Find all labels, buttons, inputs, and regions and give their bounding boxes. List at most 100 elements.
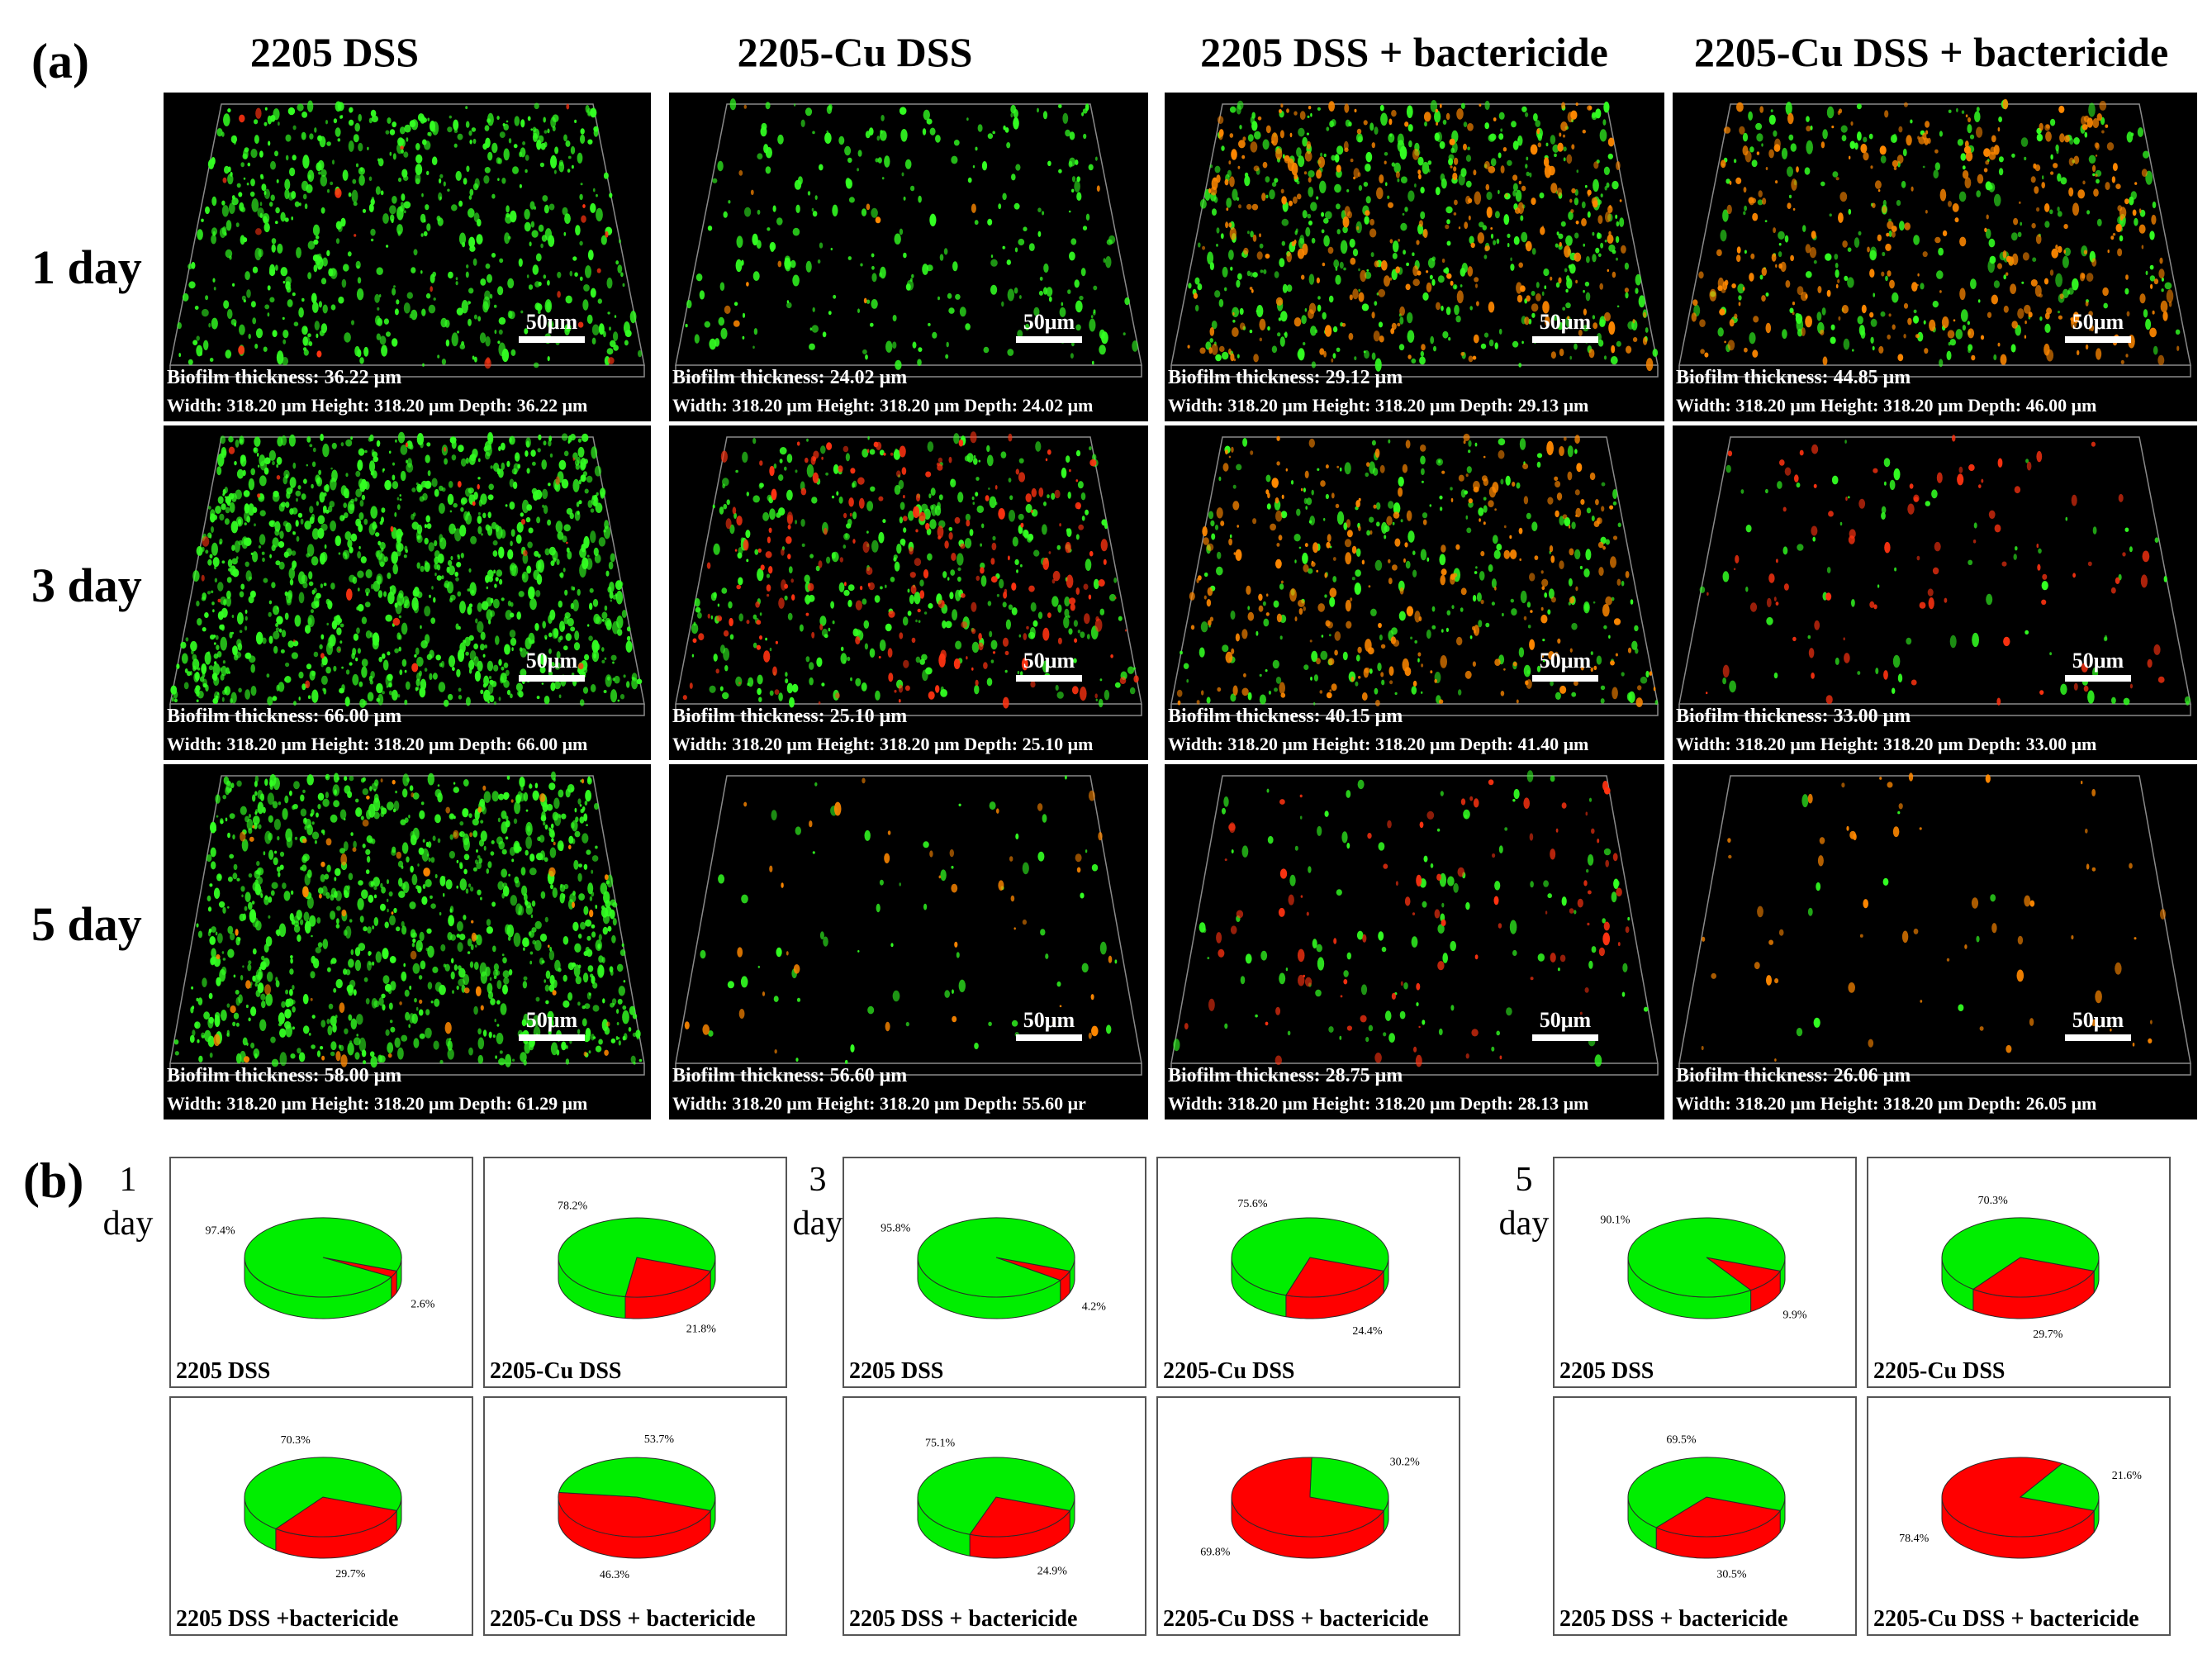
volume-dimensions-text: Width: 318.20 μm Height: 318.20 μm Depth…: [1676, 395, 2097, 416]
scale-bar: 50μm: [519, 649, 585, 682]
day-label-3: 3 day: [792, 1161, 843, 1243]
pie-dead-percent: 78.4%: [1899, 1533, 1930, 1545]
pie-sample-label: 2205 DSS +bactericide: [176, 1606, 399, 1632]
scale-bar-label: 50μm: [1023, 310, 1075, 334]
scale-bar-line: [1532, 336, 1598, 343]
scale-bar-label: 50μm: [525, 649, 578, 673]
biofilm-thickness-text: Biofilm thickness: 36.22 μm: [167, 367, 402, 388]
biofilm-image-1-1: 50μm Biofilm thickness: 36.22 μm Width: 31…: [164, 93, 651, 421]
pie-chart-1-4: 53.7% 46.3% 2205-Cu DSS + bactericide: [483, 1396, 787, 1636]
volume-outline: [675, 775, 1142, 1076]
pie-live-percent: 69.5%: [1666, 1433, 1697, 1446]
pie-sample-label: 2205-Cu DSS + bactericide: [1873, 1606, 2139, 1632]
pie-sample-label: 2205-Cu DSS: [1873, 1358, 2006, 1384]
volume-dimensions-text: Width: 318.20 μm Height: 318.20 μm Depth…: [1168, 734, 1589, 754]
biofilm-thickness-text: Biofilm thickness: 24.02 μm: [672, 367, 908, 388]
scale-bar: 50μm: [1532, 310, 1598, 343]
volume-dimensions-text: Width: 318.20 μm Height: 318.20 μm Depth…: [672, 1093, 1086, 1114]
scale-bar-line: [2065, 675, 2131, 682]
volume-dimensions-text: Width: 318.20 μm Height: 318.20 μm Depth…: [1676, 734, 2097, 754]
pie-chart-2-3: 75.1% 24.9% 2205 DSS + bactericide: [843, 1396, 1146, 1636]
scale-bar-label: 50μm: [2072, 649, 2124, 673]
scale-bar-label: 50μm: [525, 310, 578, 334]
pie-chart-2-4: 30.2% 69.8% 2205-Cu DSS + bactericide: [1156, 1396, 1460, 1636]
pie-dead-slice: [274, 1496, 398, 1538]
scale-bar-line: [519, 1034, 585, 1041]
pie-live-percent: 75.1%: [925, 1438, 956, 1450]
pie-dead-slice: [1655, 1496, 1782, 1538]
column-header-2205-dss: 2205 DSS: [249, 29, 420, 75]
biofilm-thickness-text: Biofilm thickness: 56.60 μm: [672, 1065, 908, 1086]
pie-chart-2-2: 75.6% 24.4% 2205-Cu DSS: [1156, 1157, 1460, 1388]
day-label-5: 5 day: [1498, 1161, 1550, 1243]
scale-bar: 50μm: [2065, 649, 2131, 682]
scale-bar: 50μm: [1016, 1008, 1082, 1041]
pie-live-slice: [1309, 1457, 1389, 1511]
scale-bar: 50μm: [2065, 1008, 2131, 1041]
row-header-3-day: 3 day: [31, 559, 142, 612]
pie-live-slice: [244, 1457, 402, 1529]
column-header-2205-cu-dss-bactericide: 2205-Cu DSS + bactericide: [1693, 29, 2169, 75]
volume-outline: [1170, 433, 1659, 716]
biofilm-thickness-text: Biofilm thickness: 28.75 μm: [1168, 1065, 1403, 1086]
pie-chart-1-1: 97.4% 2.6% 2205 DSS: [169, 1157, 473, 1388]
pie-dead-percent: 2.6%: [411, 1298, 435, 1310]
pie-live-slice: [2019, 1462, 2100, 1511]
pie-dead-percent: 21.8%: [686, 1323, 717, 1335]
panel-a-label: (a): [31, 34, 89, 88]
pie-chart-3-3: 69.5% 30.5% 2205 DSS + bactericide: [1553, 1396, 1857, 1636]
volume-dimensions-text: Width: 318.20 μm Height: 318.20 μm Depth…: [1168, 1093, 1589, 1114]
pie-live-slice: [1627, 1217, 1786, 1298]
pie-dead-percent: 24.9%: [1037, 1566, 1068, 1578]
scale-bar-line: [1532, 1034, 1598, 1041]
biofilm-image-1-3: 50μm Biofilm thickness: 29.12 μm Width: 31…: [1165, 93, 1664, 421]
biofilm-image-3-2: 50μm Biofilm thickness: 56.60 μm Width: 31…: [669, 764, 1148, 1119]
pie-sample-label: 2205-Cu DSS: [490, 1358, 622, 1384]
volume-outline: [675, 431, 1142, 716]
pie-live-percent: 53.7%: [644, 1433, 675, 1446]
biofilm-image-2-4: 50μm Biofilm thickness: 33.00 μm Width: 31…: [1673, 425, 2197, 760]
scale-bar-label: 50μm: [1539, 649, 1592, 673]
volume-outline: [1678, 772, 2191, 1076]
pie-live-slice: [1941, 1217, 2100, 1290]
scale-bar: 50μm: [1532, 1008, 1598, 1041]
pie-sample-label: 2205 DSS + bactericide: [849, 1606, 1078, 1632]
pie-live-percent: 21.6%: [2112, 1470, 2143, 1482]
volume-dimensions-text: Width: 318.20 μm Height: 318.20 μm Depth…: [1168, 395, 1589, 416]
scale-bar-label: 50μm: [2072, 310, 2124, 334]
pie-sample-label: 2205 DSS: [176, 1358, 271, 1384]
pie-sample-label: 2205 DSS: [1559, 1358, 1654, 1384]
scale-bar-line: [2065, 336, 2131, 343]
pie-chart-1-2: 78.2% 21.8% 2205-Cu DSS: [483, 1157, 787, 1388]
scale-bar-line: [519, 675, 585, 682]
pie-live-slice: [244, 1217, 402, 1298]
row-header-5-day: 5 day: [31, 897, 142, 951]
pie-sample-label: 2205-Cu DSS + bactericide: [1163, 1606, 1429, 1632]
biofilm-thickness-text: Biofilm thickness: 29.12 μm: [1168, 367, 1403, 388]
pie-live-slice: [558, 1457, 716, 1511]
pie-dead-slice: [1941, 1457, 2096, 1538]
biofilm-image-3-1: 50μm Biofilm thickness: 58.00 μm Width: 31…: [164, 764, 651, 1119]
pie-dead-percent: 30.5%: [1716, 1569, 1747, 1581]
volume-dimensions-text: Width: 318.20 μm Height: 318.20 μm Depth…: [167, 734, 588, 754]
volume-outline: [1170, 100, 1659, 378]
pie-live-slice: [1627, 1457, 1786, 1528]
day-label-1: 1 day: [102, 1161, 154, 1243]
volume-dimensions-text: Width: 318.20 μm Height: 318.20 μm Depth…: [672, 734, 1094, 754]
volume-outline: [675, 98, 1142, 378]
biofilm-thickness-text: Biofilm thickness: 66.00 μm: [167, 706, 402, 727]
scale-bar-label: 50μm: [1023, 1008, 1075, 1032]
biofilm-thickness-text: Biofilm thickness: 44.85 μm: [1676, 367, 1911, 388]
volume-dimensions-text: Width: 318.20 μm Height: 318.20 μm Depth…: [167, 1093, 588, 1114]
pie-dead-percent: 9.9%: [1782, 1310, 1807, 1322]
biofilm-thickness-text: Biofilm thickness: 26.06 μm: [1676, 1065, 1911, 1086]
scale-bar-label: 50μm: [1539, 310, 1592, 334]
biofilm-thickness-text: Biofilm thickness: 40.15 μm: [1168, 706, 1403, 727]
scale-bar: 50μm: [519, 1008, 585, 1041]
pie-live-slice: [558, 1217, 716, 1298]
pie-dead-percent: 29.7%: [2033, 1329, 2063, 1341]
volume-dimensions-text: Width: 318.20 μm Height: 318.20 μm Depth…: [1676, 1093, 2097, 1114]
pie-dead-percent: 69.8%: [1200, 1546, 1231, 1558]
biofilm-image-2-3: 50μm Biofilm thickness: 40.15 μm Width: 31…: [1165, 425, 1664, 760]
pie-live-percent: 90.1%: [1600, 1214, 1631, 1226]
